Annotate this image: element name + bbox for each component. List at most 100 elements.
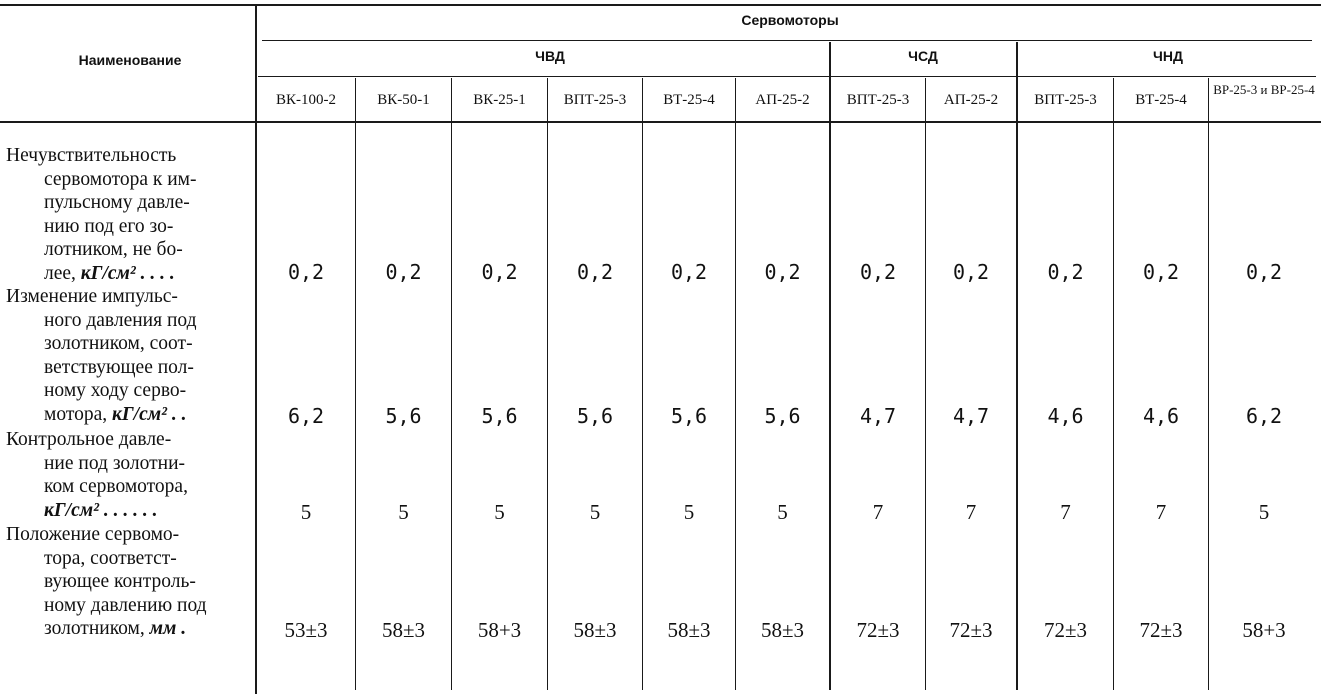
table-cell: 5 <box>683 500 695 524</box>
col-divider <box>1208 78 1209 690</box>
col-divider <box>547 78 548 690</box>
row-label-servomotor-position: Положение сервомо-тора, соответст-вующее… <box>6 523 242 641</box>
row-label-insensitivity: Нечувствительность сервомотора к им-пульс… <box>6 144 242 285</box>
column-header: ВПТ-25-3 <box>1034 92 1097 108</box>
column-header: ВК-25-1 <box>473 92 526 108</box>
table-cell: 72±3 <box>949 618 993 642</box>
row-label-line: ному ходу серво- <box>44 380 187 401</box>
col-divider <box>451 78 452 690</box>
table-cell: 5 <box>300 500 312 524</box>
subgroup-chnd: ЧНД <box>1153 48 1183 64</box>
column-header: АП-25-2 <box>755 92 810 108</box>
col-divider <box>642 78 643 690</box>
name-col-divider <box>255 4 257 694</box>
row-label-line: Положение сервомо- <box>6 524 180 545</box>
row-label-line: тора, соответст- <box>44 547 177 569</box>
table-cell: 5,6 <box>670 404 708 428</box>
table-cell: 0,2 <box>1245 260 1283 284</box>
table-cell: 0,2 <box>764 260 801 284</box>
subgroup-rule <box>258 76 1316 77</box>
row-label-line: золотником, соот- <box>44 333 193 354</box>
table-cell: 5 <box>494 500 505 524</box>
table-cell: 0,2 <box>670 260 708 284</box>
column-header: ВТ-25-4 <box>1135 92 1187 108</box>
group-divider <box>1016 42 1018 690</box>
table-cell: 6,2 <box>1245 404 1283 428</box>
column-header: ВПТ-25-3 <box>846 92 910 108</box>
table-cell: 4,6 <box>1142 404 1180 428</box>
table-cell: 4,6 <box>1047 404 1084 428</box>
table-cell: 6,2 <box>287 404 325 428</box>
row-label-control-pressure: Контрольное давле-ние под золотни-ком се… <box>6 428 242 522</box>
col-divider <box>355 78 356 690</box>
header-bottom-rule <box>0 121 1321 123</box>
column-header: ВТ-25-4 <box>663 92 715 108</box>
row-label-pressure-change: Изменение импульс-ного давления под золот… <box>6 285 242 426</box>
table-cell: 5 <box>589 500 601 524</box>
column-header: ВР-25-3 и ВР-25-4 <box>1213 82 1315 97</box>
table-cell: 5 <box>1258 500 1270 524</box>
table-cell: 5 <box>777 500 788 524</box>
table-cell: 5,6 <box>764 404 801 428</box>
table-cell: 7 <box>1060 500 1071 524</box>
column-header: АП-25-2 <box>943 92 999 108</box>
row-unit: кГ/см² . . . . . . <box>44 499 158 521</box>
table-cell: 7 <box>965 500 977 524</box>
subgroup-chsd: ЧСД <box>908 48 938 64</box>
subgroup-chvd: ЧВД <box>535 48 565 64</box>
table-cell: 58±3 <box>667 618 711 642</box>
row-unit: кГ/см² . . . . <box>80 262 175 284</box>
row-label-line: Нечувствительность <box>6 145 177 166</box>
name-column-header: Наименование <box>78 52 182 68</box>
row-label-line: пульсному давле- <box>44 192 190 213</box>
row-unit: мм . <box>149 618 187 639</box>
table-cell: 0,2 <box>385 260 422 284</box>
col-divider <box>1113 78 1114 690</box>
row-label-line: вующее контроль- <box>44 571 196 592</box>
column-header: ВК-50-1 <box>377 92 430 108</box>
row-label-line: Изменение импульс- <box>6 286 178 307</box>
table-cell: 0,2 <box>1047 260 1084 284</box>
row-unit: кГ/см² . . <box>112 403 187 425</box>
table-cell: 0,2 <box>952 260 990 284</box>
row-label-line: лотником, не бо- <box>44 239 183 260</box>
row-label-line: сервомотора к им- <box>44 168 197 190</box>
row-label-line: Контрольное давле- <box>6 429 172 450</box>
row-label-line: мотора, кГ/см² . . <box>44 403 187 425</box>
row-label-line: ком сервомотора, <box>44 476 188 497</box>
row-label-line: ному давлению под <box>44 594 207 616</box>
row-label-line: золотником, мм . <box>44 618 187 639</box>
table-cell: 7 <box>1155 500 1167 524</box>
row-label-line: ного давления под <box>44 309 197 331</box>
table-cell: 5 <box>398 500 409 524</box>
table-cell: 58±3 <box>760 618 805 642</box>
table-cell: 58±3 <box>573 618 617 642</box>
table-cell: 5,6 <box>576 404 614 428</box>
row-label-line: кГ/см² . . . . . . <box>6 499 242 523</box>
top-rule <box>0 4 1321 6</box>
row-label-line: лее, кГ/см² . . . . <box>44 262 175 284</box>
row-label-line: ние под золотни- <box>44 452 186 474</box>
table-cell: 4,7 <box>952 404 990 428</box>
group-title: Сервомоторы <box>741 12 839 28</box>
table-cell: 0,2 <box>576 260 614 284</box>
group-rule <box>262 40 1312 41</box>
table-cell: 0,2 <box>859 260 897 284</box>
column-header: ВПТ-25-3 <box>563 92 627 108</box>
table-cell: 53±3 <box>284 618 328 642</box>
table-cell: 72±3 <box>856 618 900 642</box>
row-label-line: нию под его зо- <box>44 215 174 237</box>
column-header: ВК-100-2 <box>276 92 336 108</box>
table-cell: 58±3 <box>381 618 426 642</box>
table-cell: 5,6 <box>481 404 518 428</box>
table-cell: 7 <box>872 500 884 524</box>
table-cell: 0,2 <box>287 260 325 284</box>
table-cell: 0,2 <box>1142 260 1180 284</box>
group-divider <box>829 42 831 690</box>
table-cell: 0,2 <box>481 260 518 284</box>
table-cell: 58+3 <box>477 618 522 642</box>
table-cell: 72±3 <box>1139 618 1183 642</box>
col-divider <box>735 78 736 690</box>
row-label-line: ветствующее пол- <box>44 356 194 378</box>
